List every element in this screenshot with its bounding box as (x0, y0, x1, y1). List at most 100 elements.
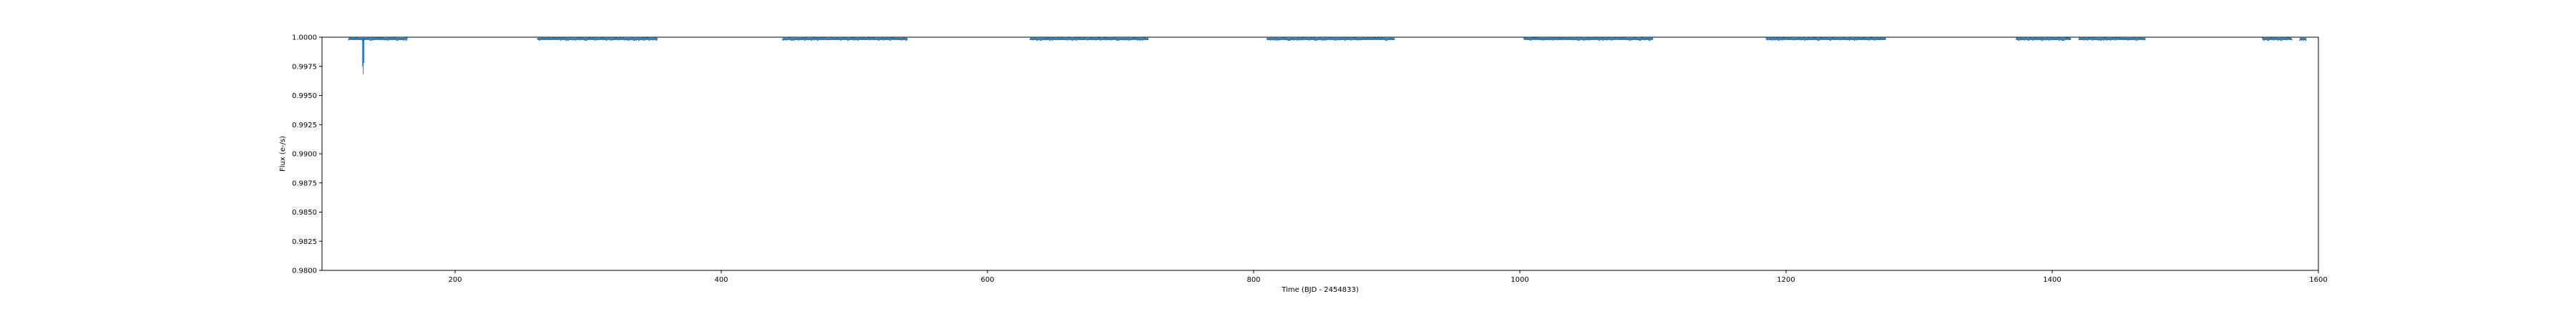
data-point (887, 38, 888, 40)
data-point (1872, 38, 1873, 40)
data-point (2025, 37, 2026, 39)
data-point (1311, 37, 1312, 39)
data-point (2042, 39, 2044, 41)
data-point (579, 39, 581, 41)
data-point (1355, 37, 1357, 39)
data-point (2078, 39, 2080, 40)
data-point (1055, 36, 1058, 39)
data-point (1855, 39, 1858, 41)
data-point (797, 38, 799, 40)
data-point (1581, 38, 1584, 39)
data-point (1780, 37, 1782, 39)
data-point (1131, 38, 1133, 40)
data-point (844, 36, 845, 39)
data-point (1598, 36, 1599, 39)
data-point (859, 38, 861, 40)
data-point (869, 39, 871, 41)
data-point (1539, 37, 1541, 39)
data-point (824, 37, 826, 39)
data-point (617, 38, 618, 40)
data-point (782, 39, 784, 41)
data-point (1776, 36, 1778, 39)
data-point (564, 37, 566, 39)
data-point (635, 39, 638, 41)
data-point (618, 38, 620, 40)
data-point (1542, 38, 1543, 40)
data-point (2015, 38, 2017, 40)
data-point (2272, 38, 2274, 40)
data-point (650, 39, 652, 40)
data-point (1031, 38, 1033, 39)
data-point (888, 37, 890, 39)
data-point (2021, 39, 2022, 41)
data-point (1858, 37, 1860, 39)
data-point (862, 38, 864, 40)
data-point (1787, 39, 1789, 40)
segment-band (2016, 37, 2072, 41)
data-point (624, 38, 626, 40)
data-point (2029, 37, 2031, 39)
data-point (2019, 38, 2021, 39)
data-point (1773, 37, 1775, 39)
data-point (2278, 38, 2280, 39)
data-point (1777, 39, 1779, 41)
data-point (1382, 36, 1385, 39)
data-point (1066, 36, 1068, 39)
data-point (803, 37, 805, 39)
data-point (1874, 39, 1876, 41)
data-point (1830, 39, 1832, 41)
data-point (356, 37, 358, 39)
data-point (1650, 36, 1652, 39)
data-point (1134, 38, 1136, 40)
data-point (1065, 39, 1067, 41)
data-point (1136, 39, 1138, 41)
data-point (401, 37, 404, 39)
data-point (786, 39, 789, 41)
data-point (2277, 39, 2279, 41)
data-point (1392, 39, 1394, 41)
data-point (537, 37, 540, 39)
data-point (649, 37, 651, 39)
data-point (1390, 37, 1392, 39)
data-point (2047, 38, 2049, 40)
data-point (647, 37, 648, 39)
data-point (1335, 36, 1337, 39)
data-point (887, 39, 889, 41)
data-point (2045, 39, 2047, 41)
data-point (611, 39, 613, 41)
data-point (565, 39, 567, 41)
data-point (2129, 38, 2130, 39)
data-point (822, 36, 824, 39)
data-point (2069, 38, 2072, 40)
data-point (1599, 39, 1601, 41)
data-point (1079, 39, 1081, 41)
data-point (605, 38, 607, 40)
data-point (578, 37, 580, 39)
data-point (1864, 37, 1866, 39)
segment-band (363, 37, 408, 41)
data-point (1098, 38, 1100, 40)
data-point (406, 37, 408, 39)
data-point (1615, 37, 1616, 39)
data-point (2092, 37, 2094, 39)
data-point (2083, 39, 2085, 41)
data-point (555, 38, 557, 40)
data-point (1393, 36, 1395, 39)
data-point (1070, 38, 1073, 40)
data-point (1639, 39, 1641, 41)
data-point (889, 39, 892, 41)
data-point (1586, 39, 1589, 41)
data-point (2273, 39, 2275, 41)
data-point (2084, 37, 2086, 39)
data-point (1122, 38, 1124, 40)
data-point (1771, 39, 1773, 41)
y-tick-label: 0.9825 (292, 238, 317, 246)
data-point (2127, 39, 2129, 41)
data-point (1368, 38, 1370, 40)
data-point (861, 37, 862, 39)
x-tick-label: 800 (1246, 276, 1260, 284)
data-point (2031, 38, 2033, 40)
y-axis-label: Flux (e-/s) (279, 136, 287, 172)
data-point (2016, 37, 2018, 39)
